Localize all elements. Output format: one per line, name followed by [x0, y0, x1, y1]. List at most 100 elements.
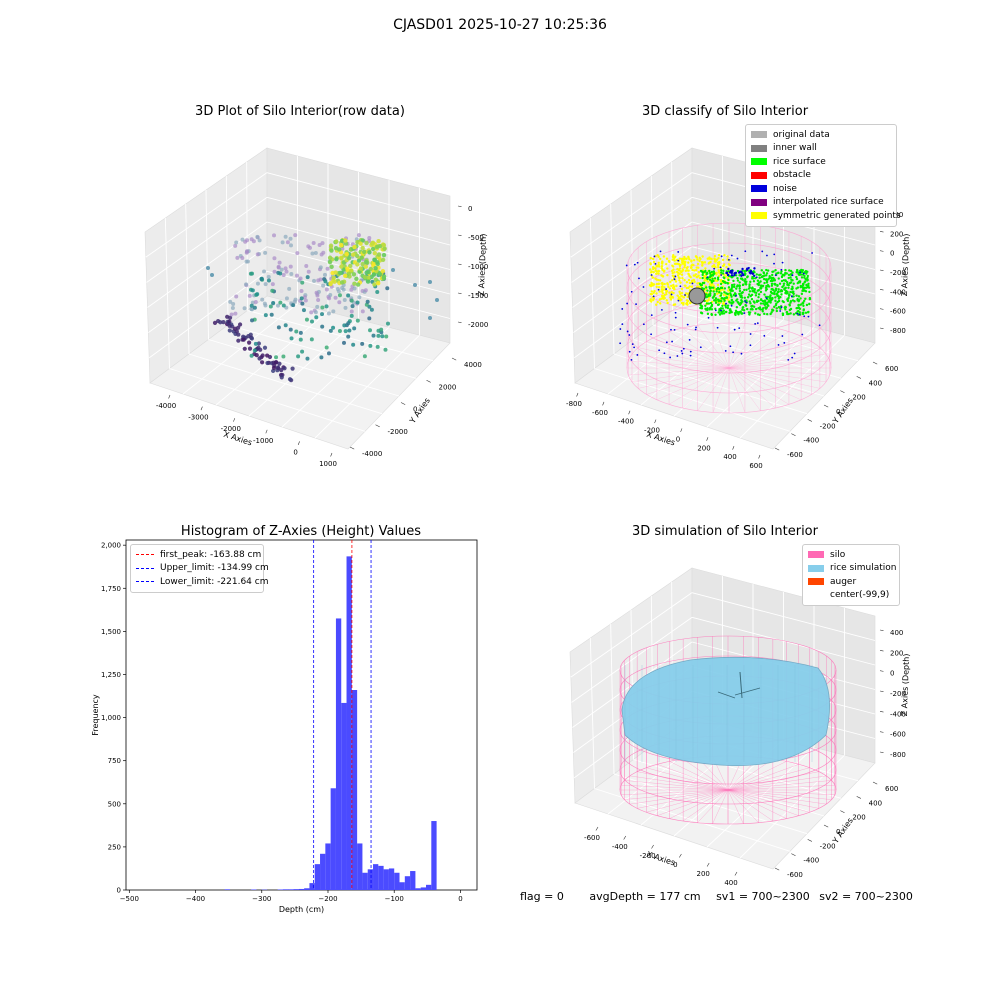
scatter-point: [786, 283, 789, 287]
tick-label: 0: [836, 828, 840, 836]
scatter-point: [727, 286, 731, 289]
legend-label: auger: [830, 576, 857, 587]
scatter-point: [717, 270, 721, 273]
scatter-point: [663, 296, 666, 300]
silo-spoke: [668, 367, 730, 405]
scatter-point: [671, 340, 674, 343]
scatter-point: [790, 287, 793, 291]
scatter-point: [741, 267, 744, 271]
scatter-point: [650, 274, 653, 276]
scatter-point: [670, 328, 672, 331]
scatter-point: [270, 282, 275, 287]
scatter-point: [657, 263, 660, 267]
scatter-point: [690, 266, 693, 269]
scatter-point: [775, 272, 778, 275]
scatter-point: [257, 238, 262, 243]
tick-label: 0: [890, 670, 894, 678]
scatter-point: [256, 341, 261, 346]
scatter-point: [751, 272, 755, 275]
histogram-bar: [314, 864, 321, 890]
scatter-point: [384, 334, 389, 339]
silo-spoke: [728, 367, 812, 395]
scatter-point: [780, 270, 783, 273]
histogram-bar: [304, 888, 310, 890]
scatter-point: [325, 266, 330, 271]
scatter-point: [719, 266, 722, 269]
scatter-point: [682, 303, 685, 306]
scatter-point: [792, 295, 795, 298]
scatter-point: [720, 271, 723, 274]
scatter-point: [328, 293, 333, 298]
scatter-point: [276, 325, 281, 330]
tick-label: -200: [890, 690, 906, 698]
scatter-point: [802, 288, 805, 291]
scatter-point: [346, 321, 351, 326]
scatter-point: [739, 277, 743, 280]
scatter-point: [803, 280, 807, 283]
scatter-point: [313, 250, 318, 255]
scatter-point: [733, 328, 736, 331]
scatter-point: [799, 297, 802, 300]
scatter-point: [706, 312, 710, 316]
scatter-point: [310, 319, 315, 324]
scatter-point: [265, 360, 270, 366]
legend-item: noise: [751, 182, 891, 196]
scatter-point: [719, 294, 723, 297]
histogram-bar: [330, 788, 336, 890]
legend-label: first_peak: -163.88 cm: [160, 549, 262, 560]
scatter-point: [385, 286, 390, 291]
tick-mark: [840, 390, 845, 394]
scatter-point: [769, 312, 772, 316]
scatter-point: [696, 258, 699, 261]
scatter-point: [727, 278, 730, 282]
scatter-point: [675, 270, 679, 274]
scatter-point: [695, 275, 698, 279]
scatter-point: [289, 336, 294, 341]
scatter-point: [359, 255, 364, 260]
legend-item: rice surface: [751, 155, 891, 169]
scatter-point: [749, 333, 752, 335]
scatter-point: [684, 294, 686, 296]
scatter-point: [304, 263, 309, 268]
scatter-point: [796, 312, 799, 315]
scatter-point: [636, 261, 639, 264]
scatter-point: [784, 268, 787, 272]
scatter-point: [372, 282, 377, 287]
histogram-bar: [325, 843, 331, 890]
scatter-point: [660, 287, 664, 291]
scatter-point: [673, 271, 676, 274]
tick-label: -400: [803, 437, 819, 445]
scatter-point: [284, 296, 289, 301]
scatter-point: [783, 341, 786, 344]
scatter-point: [665, 262, 668, 266]
scatter-point: [762, 302, 765, 305]
scatter-point: [665, 341, 668, 344]
scatter-point: [754, 312, 757, 315]
tick-mark: [872, 361, 878, 365]
scatter-point: [343, 305, 348, 310]
scatter-point: [680, 350, 683, 352]
silo-spoke: [728, 367, 830, 376]
scatter-point: [275, 303, 280, 308]
scatter-point: [276, 264, 281, 269]
scatter-point: [263, 313, 268, 318]
scatter-point: [808, 302, 811, 306]
scatter-point: [658, 349, 661, 352]
scatter-point: [299, 296, 304, 301]
scatter-point: [656, 300, 659, 304]
scatter-point: [765, 281, 769, 284]
silo-spoke: [629, 789, 729, 805]
scatter-point: [717, 253, 721, 257]
scatter-point: [351, 342, 356, 347]
silo-spoke: [728, 367, 820, 389]
scatter-point: [743, 270, 746, 273]
scatter-point: [714, 313, 717, 317]
scatter-point: [722, 264, 725, 267]
silo-spoke: [621, 784, 729, 791]
legend-item: Lower_limit: -221.64 cm: [136, 575, 268, 589]
tick-label: 1,500: [101, 628, 121, 636]
scatter-point: [682, 347, 685, 350]
scatter-point: [276, 366, 281, 371]
scatter-point: [674, 275, 677, 278]
histogram-bar: [320, 853, 326, 890]
